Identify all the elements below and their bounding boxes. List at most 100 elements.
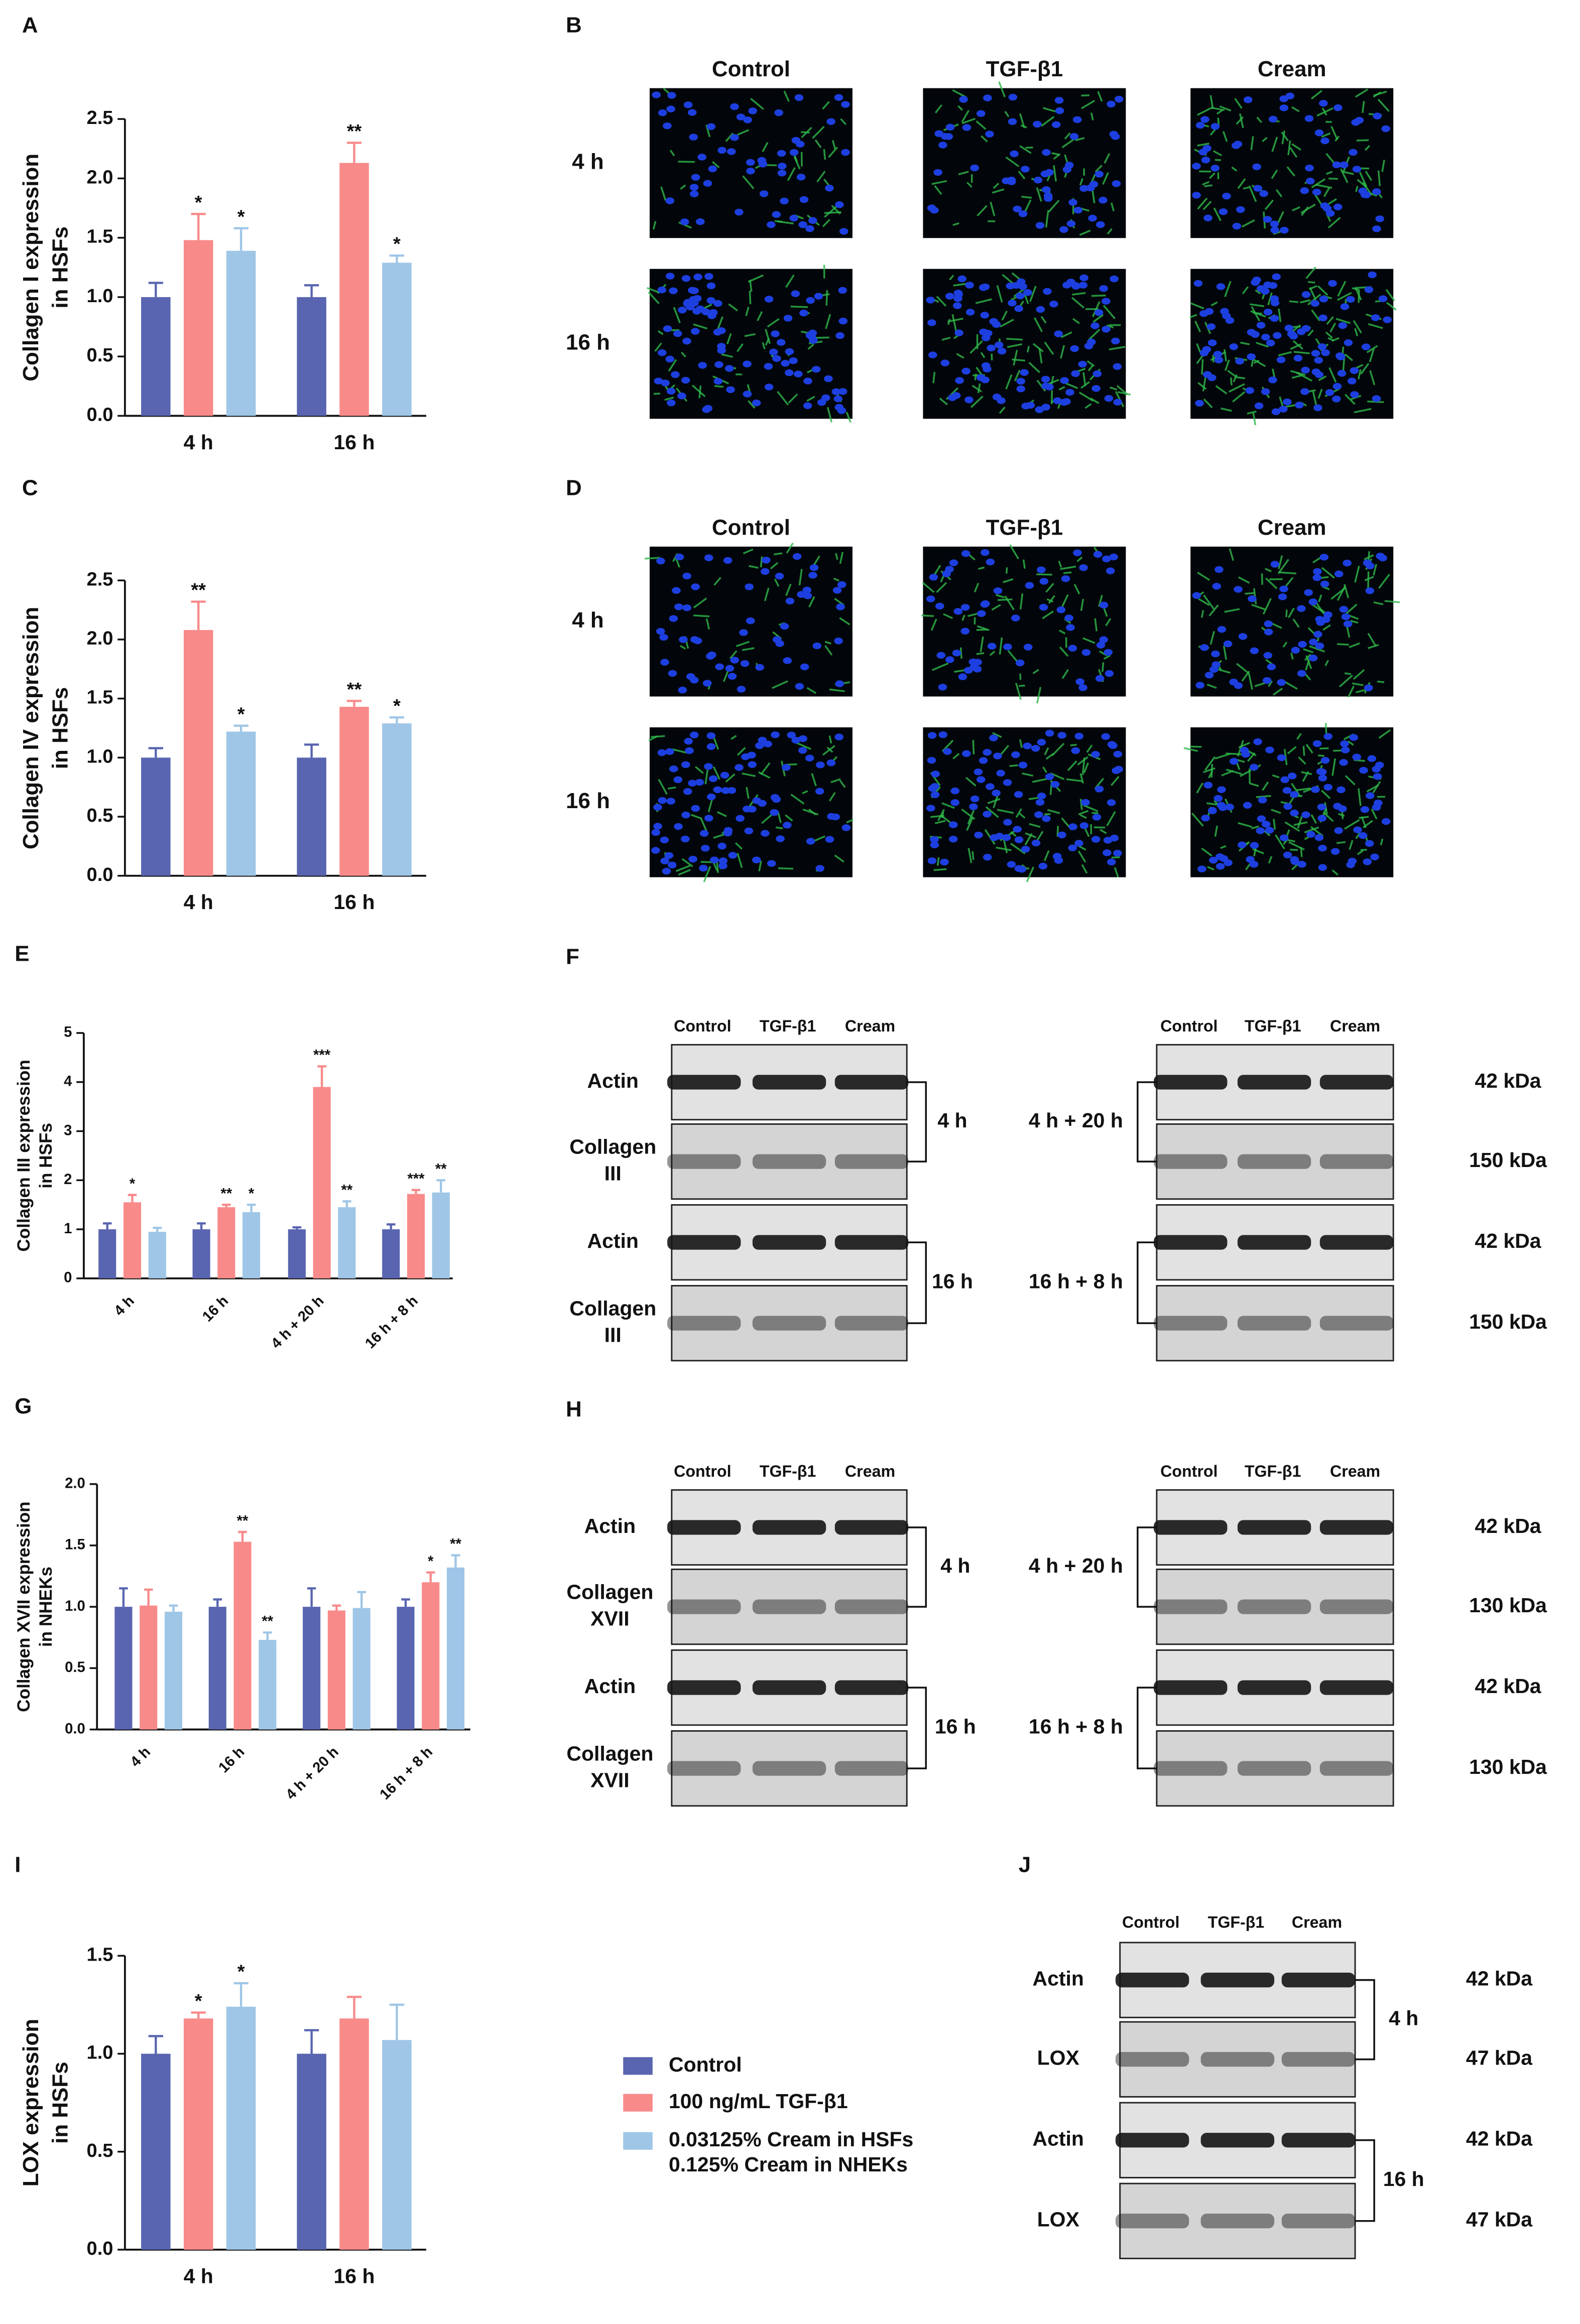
nucleus <box>955 377 964 384</box>
fiber <box>705 618 710 629</box>
nucleus <box>1079 822 1089 829</box>
nucleus <box>1250 842 1259 849</box>
nucleus <box>1107 799 1116 806</box>
fiber <box>1070 743 1077 746</box>
fiber <box>997 598 1013 601</box>
fiber <box>749 565 759 569</box>
fiber <box>974 582 980 593</box>
band <box>1319 1316 1394 1331</box>
fiber <box>678 869 691 876</box>
y-axis-label: in HSFs <box>48 2061 73 2143</box>
nucleus <box>1213 795 1223 802</box>
fiber <box>1347 685 1355 698</box>
nucleus <box>943 748 952 755</box>
fiber <box>1213 207 1222 221</box>
nucleus <box>682 572 691 580</box>
nucleus <box>1197 865 1206 872</box>
fiber <box>802 790 808 795</box>
fiber <box>1366 345 1378 353</box>
nucleus <box>671 371 680 378</box>
fiber <box>1362 181 1373 196</box>
fiber <box>845 412 852 423</box>
y-tick-label: 3 <box>64 1122 72 1138</box>
nucleus <box>1054 97 1064 104</box>
fiber <box>822 101 830 110</box>
fiber <box>1022 559 1026 569</box>
nucleus <box>1279 585 1288 593</box>
band <box>667 1680 741 1695</box>
fiber <box>940 575 944 583</box>
nucleus <box>926 805 935 812</box>
nucleus <box>1370 853 1379 860</box>
fiber <box>1053 165 1057 182</box>
nucleus <box>1306 831 1315 838</box>
nucleus <box>940 858 949 866</box>
fiber <box>737 129 750 136</box>
nucleus <box>654 377 663 384</box>
fiber <box>1256 116 1262 123</box>
y-axis-label: Collagen III expression <box>14 1060 34 1251</box>
y-tick-label: 1.5 <box>65 1537 85 1553</box>
nucleus <box>1039 578 1049 585</box>
fiber <box>1015 683 1022 700</box>
nucleus <box>841 101 850 108</box>
nucleus <box>1059 226 1068 233</box>
fiber <box>816 171 826 183</box>
nucleus <box>1318 774 1327 782</box>
nucleus <box>1249 861 1259 868</box>
fiber <box>757 311 763 321</box>
fiber <box>1079 814 1087 819</box>
nucleus <box>1213 351 1223 358</box>
fiber <box>760 762 771 776</box>
nucleus <box>974 831 983 839</box>
fiber <box>1110 202 1115 212</box>
nucleus <box>799 196 809 203</box>
fiber <box>1363 820 1373 829</box>
fiber <box>1330 125 1339 141</box>
fiber <box>1359 816 1369 819</box>
bar <box>339 2018 369 2250</box>
fiber <box>1350 619 1359 624</box>
time-label: 4 h <box>940 1554 970 1577</box>
fiber <box>1348 614 1359 620</box>
nucleus <box>927 857 937 864</box>
nucleus <box>945 656 954 663</box>
kda-label: 150 kDa <box>1469 1310 1547 1333</box>
fiber <box>931 180 947 185</box>
nucleus <box>1280 226 1289 234</box>
nucleus <box>934 130 943 137</box>
nucleus <box>960 604 970 611</box>
nucleus <box>980 312 990 319</box>
fiber <box>1104 153 1111 164</box>
nucleus <box>1006 282 1015 290</box>
nucleus <box>1016 377 1025 385</box>
fiber <box>1059 647 1069 657</box>
nucleus <box>755 664 765 671</box>
nucleus <box>675 553 684 561</box>
fiber <box>1352 682 1364 686</box>
fiber <box>783 90 790 102</box>
nucleus <box>1105 670 1114 677</box>
fiber <box>1013 349 1018 366</box>
nucleus <box>1075 678 1084 685</box>
nucleus <box>1074 732 1084 740</box>
nucleus <box>662 867 671 875</box>
fiber <box>921 614 934 617</box>
nucleus <box>743 391 752 398</box>
nucleus <box>953 302 962 309</box>
y-tick-label: 2.0 <box>87 628 113 649</box>
nucleus <box>792 553 802 560</box>
band <box>1319 1520 1394 1535</box>
nucleus <box>1195 682 1205 689</box>
fiber <box>1312 557 1321 564</box>
fiber <box>1372 781 1381 794</box>
bar <box>297 2053 326 2250</box>
nucleus <box>657 286 667 294</box>
fiber <box>1105 618 1112 626</box>
fiber <box>839 780 846 788</box>
x-tick-label: 16 h <box>334 431 375 454</box>
nucleus <box>983 811 992 818</box>
blot <box>1119 2021 1356 2098</box>
fiber <box>1364 145 1371 151</box>
